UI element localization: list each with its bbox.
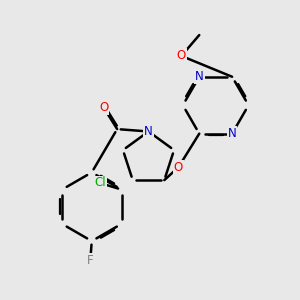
Text: Cl: Cl bbox=[94, 176, 106, 190]
Text: O: O bbox=[174, 161, 183, 174]
Text: N: N bbox=[228, 127, 236, 140]
Text: F: F bbox=[87, 254, 94, 267]
Text: O: O bbox=[99, 101, 108, 114]
Text: N: N bbox=[144, 125, 153, 138]
Text: O: O bbox=[177, 50, 186, 62]
Text: N: N bbox=[195, 70, 204, 83]
